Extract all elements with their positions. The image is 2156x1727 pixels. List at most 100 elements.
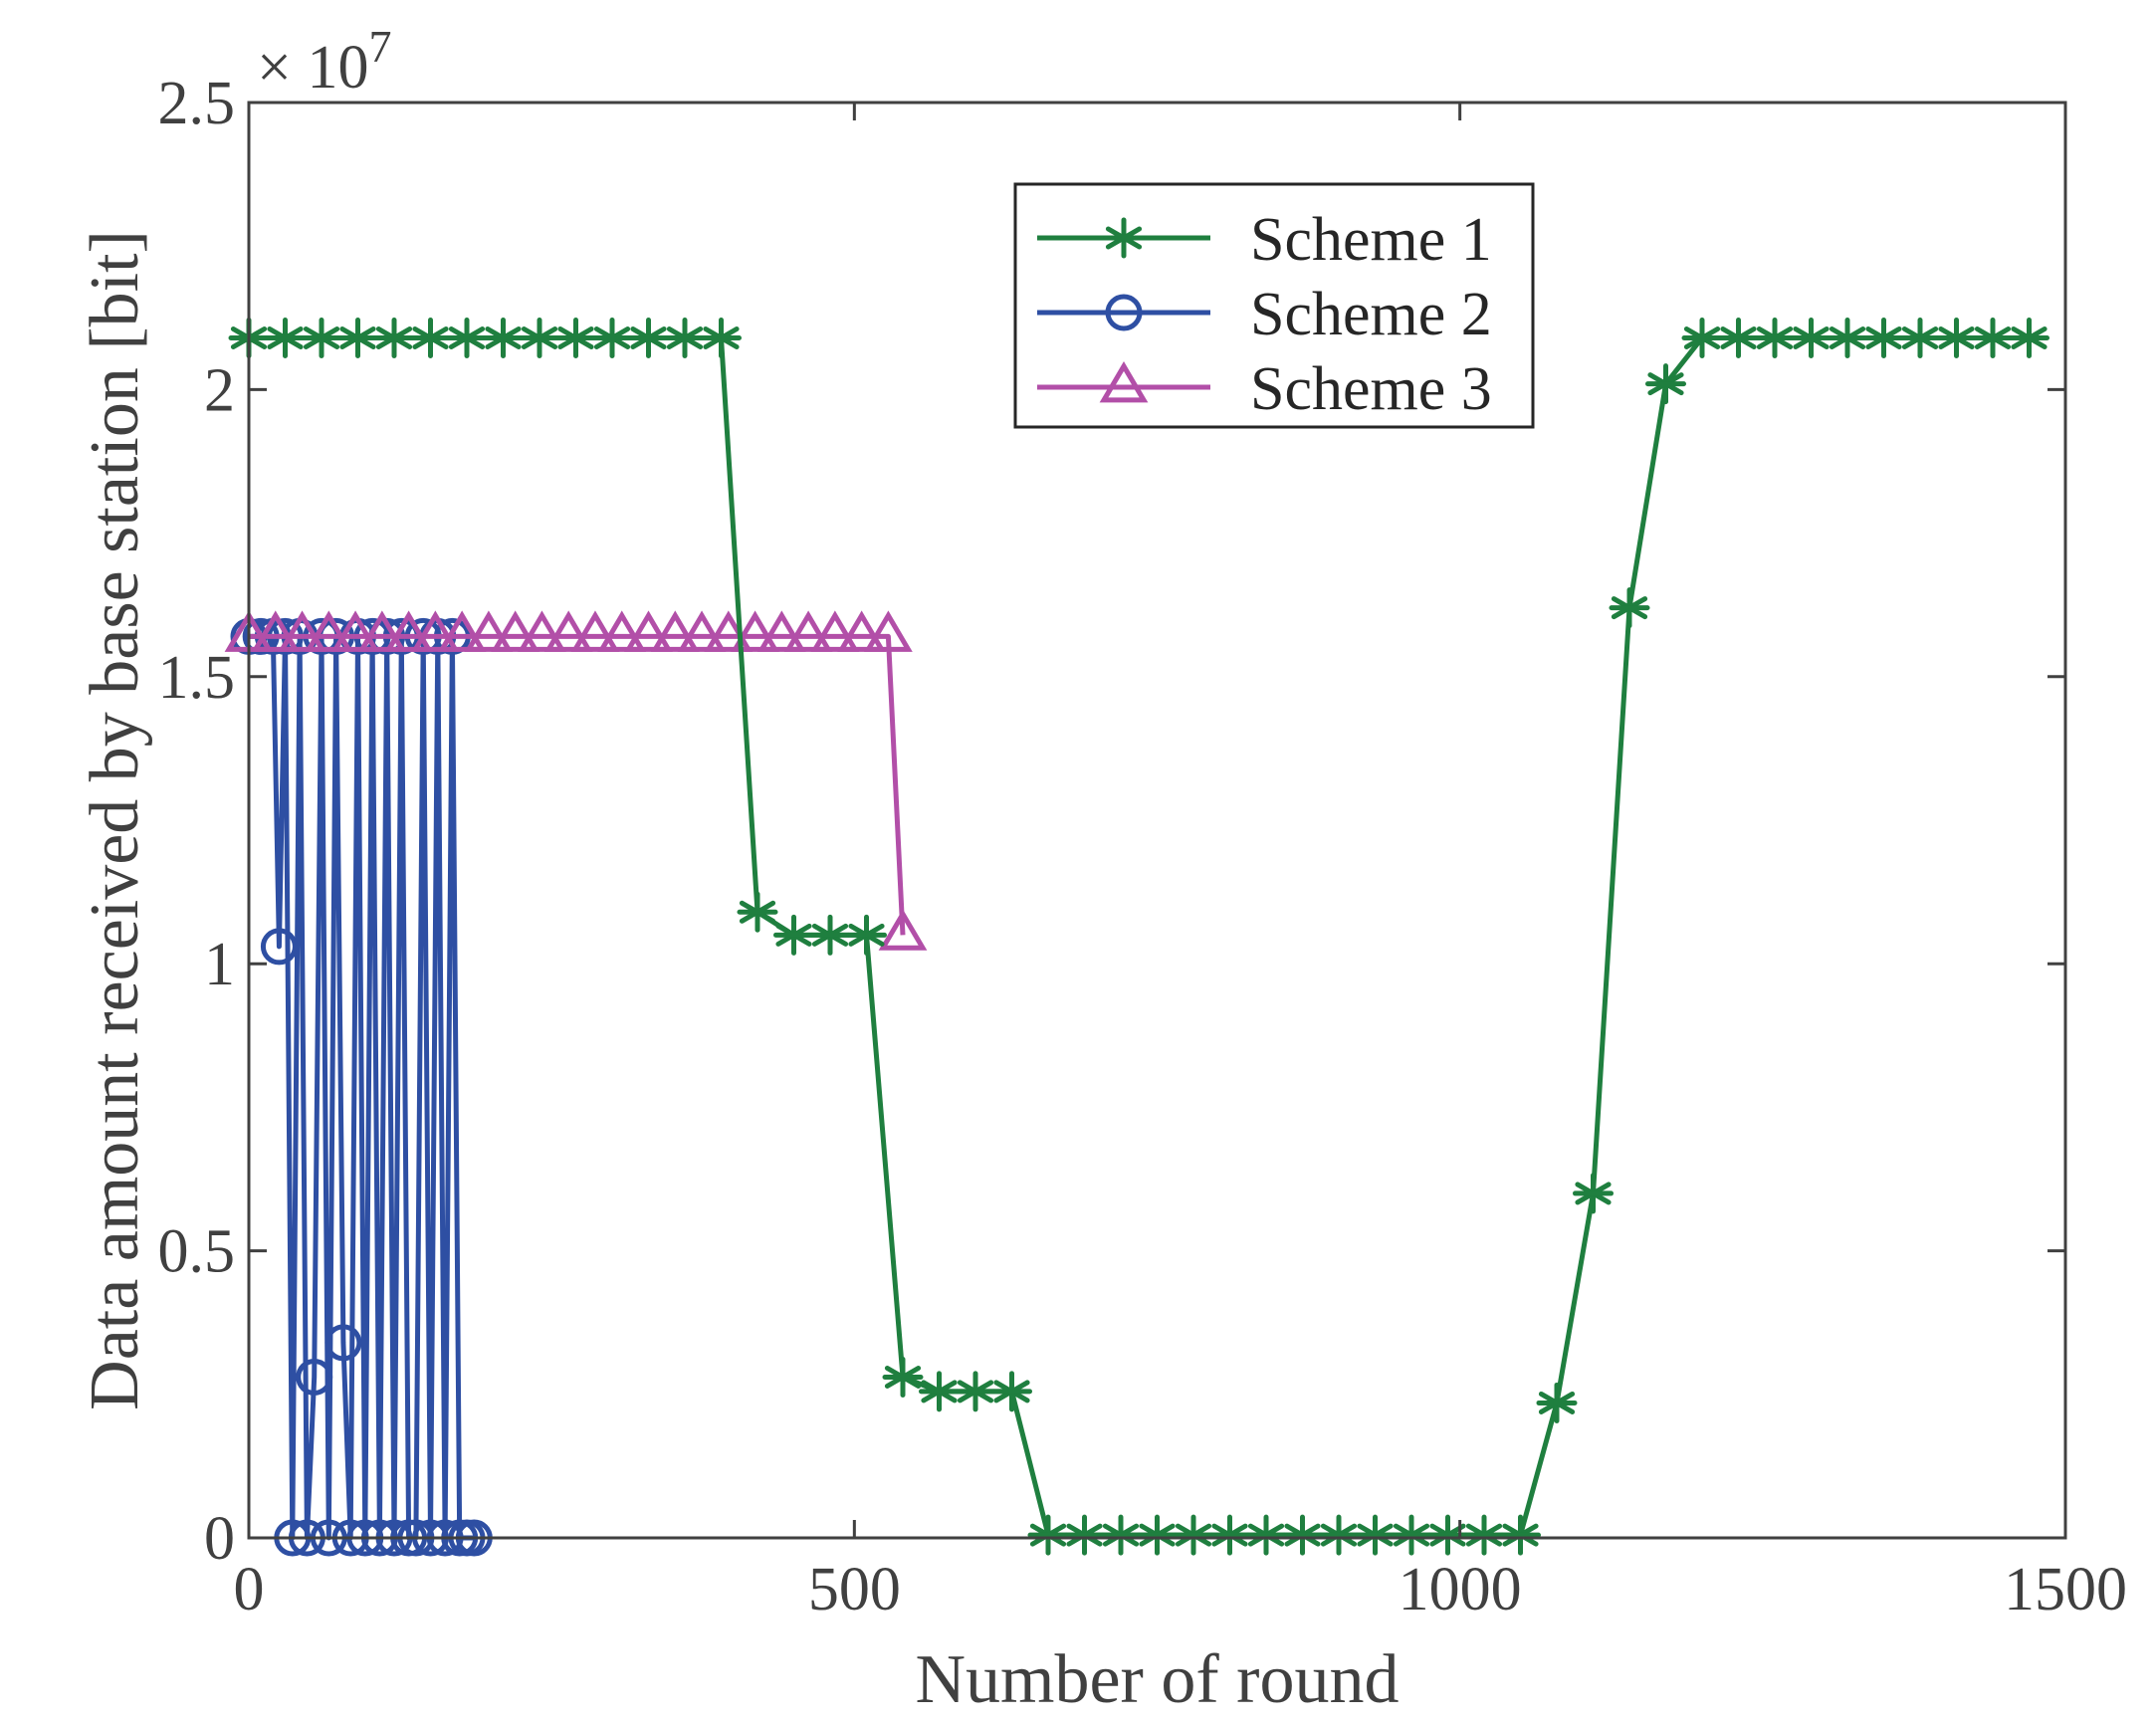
data-point-marker xyxy=(304,610,353,652)
data-point-marker xyxy=(991,1371,1032,1412)
data-point-marker xyxy=(324,1324,362,1362)
legend-entries: Scheme 1 Scheme 2 Scheme 3 xyxy=(1037,206,1492,423)
data-point-marker xyxy=(955,1371,996,1412)
x-tick-label: 1000 xyxy=(1399,1556,1522,1623)
data-point-marker xyxy=(783,610,833,652)
data-point-marker xyxy=(810,610,860,652)
legend-label: Scheme 2 xyxy=(1250,281,1492,348)
data-point-marker xyxy=(1645,363,1686,405)
data-point-marker xyxy=(1573,1173,1614,1214)
data-point-marker xyxy=(1209,1514,1250,1556)
x-tick-label: 1500 xyxy=(2004,1556,2127,1623)
data-point-marker xyxy=(701,317,742,358)
data-point-marker xyxy=(809,914,851,956)
data-point-marker xyxy=(491,610,540,652)
data-point-marker xyxy=(878,909,928,951)
data-point-marker xyxy=(864,610,913,652)
y-axis-exponent: × 107 xyxy=(257,21,391,102)
data-point-marker xyxy=(1245,1514,1287,1556)
legend-label: Scheme 1 xyxy=(1250,206,1492,274)
data-point-marker xyxy=(357,610,407,652)
data-point-marker xyxy=(1282,1514,1323,1556)
data-point-marker xyxy=(483,317,524,358)
data-point-marker xyxy=(555,317,596,358)
data-point-marker xyxy=(1609,587,1650,629)
data-point-marker xyxy=(570,610,620,652)
data-point-marker xyxy=(846,914,887,956)
data-point-marker xyxy=(1027,1514,1069,1556)
data-point-marker xyxy=(1936,317,1977,358)
data-point-marker xyxy=(1500,1514,1541,1556)
data-point-marker xyxy=(410,610,460,652)
data-point-marker xyxy=(519,317,560,358)
x-tick-label: 500 xyxy=(808,1556,901,1623)
tick-layer: 0 500 1000 1500 0 0.5 1 1.5 2 2.5 xyxy=(158,70,2128,1623)
data-point-marker xyxy=(260,928,298,966)
plot-frame xyxy=(247,101,2067,1540)
data-point-marker xyxy=(597,610,647,652)
data-point-marker xyxy=(1173,1514,1214,1556)
data-point-marker xyxy=(330,610,380,652)
data-point-marker xyxy=(1355,1514,1396,1556)
data-point-marker xyxy=(464,610,514,652)
data-point-marker xyxy=(265,317,306,358)
legend-entry: Scheme 1 xyxy=(1037,206,1492,274)
data-point-marker xyxy=(773,914,814,956)
legend-marker xyxy=(1103,217,1145,259)
y-exponent-power: 7 xyxy=(368,21,391,72)
data-point-marker xyxy=(2009,317,2049,358)
data-point-marker xyxy=(543,610,593,652)
data-point-marker xyxy=(677,610,727,652)
data-point-marker xyxy=(1100,1514,1142,1556)
data-point-marker xyxy=(919,1371,960,1412)
data-point-marker xyxy=(1863,317,1904,358)
data-point-marker xyxy=(737,891,778,933)
y-tick-label: 2.5 xyxy=(158,70,236,137)
legend-marker xyxy=(1099,360,1149,403)
data-point-marker xyxy=(1827,317,1868,358)
y-axis-label: Data amount received by base station [bi… xyxy=(77,230,153,1410)
data-point-marker xyxy=(1536,1382,1578,1423)
data-point-marker xyxy=(664,317,706,358)
data-point-marker xyxy=(1391,1514,1432,1556)
data-point-marker xyxy=(624,610,673,652)
data-point-marker xyxy=(437,610,487,652)
data-point-marker xyxy=(882,1356,924,1398)
legend-entry: Scheme 3 xyxy=(1037,355,1492,423)
legend-entry: Scheme 2 xyxy=(1037,281,1492,348)
data-point-marker xyxy=(518,610,566,652)
data-point-marker xyxy=(1463,1514,1505,1556)
data-point-marker xyxy=(337,317,378,358)
data-point-marker xyxy=(373,317,415,358)
data-point-marker xyxy=(296,1358,333,1396)
y-exponent-base: × 10 xyxy=(257,34,368,102)
data-point-marker xyxy=(384,610,433,652)
y-tick-label: 2 xyxy=(204,356,235,424)
data-point-marker xyxy=(731,610,779,652)
data-point-marker xyxy=(591,317,633,358)
data-point-marker xyxy=(1972,317,2014,358)
data-point-marker xyxy=(251,610,301,652)
x-tick-label: 0 xyxy=(234,1556,265,1623)
series-layer xyxy=(224,317,2049,1557)
data-point-marker xyxy=(301,317,342,358)
data-point-marker xyxy=(628,317,669,358)
data-point-marker xyxy=(446,317,488,358)
data-point-marker xyxy=(410,317,451,358)
y-tick-label: 1 xyxy=(204,931,235,998)
y-tick-label: 0.5 xyxy=(158,1218,236,1286)
data-point-marker xyxy=(837,610,887,652)
data-point-marker xyxy=(278,610,326,652)
data-point-marker xyxy=(1899,317,1941,358)
y-tick-label: 0 xyxy=(204,1505,235,1573)
data-point-marker xyxy=(1681,317,1723,358)
data-point-marker xyxy=(1318,1514,1360,1556)
data-point-marker xyxy=(756,610,806,652)
series-scheme-1 xyxy=(228,317,2049,1556)
data-point-marker xyxy=(1137,1514,1178,1556)
legend-label: Scheme 3 xyxy=(1250,355,1492,423)
x-axis-label: Number of round xyxy=(915,1641,1399,1718)
legend: Scheme 1 Scheme 2 Scheme 3 xyxy=(1013,182,1535,429)
data-point-marker xyxy=(1718,317,1759,358)
